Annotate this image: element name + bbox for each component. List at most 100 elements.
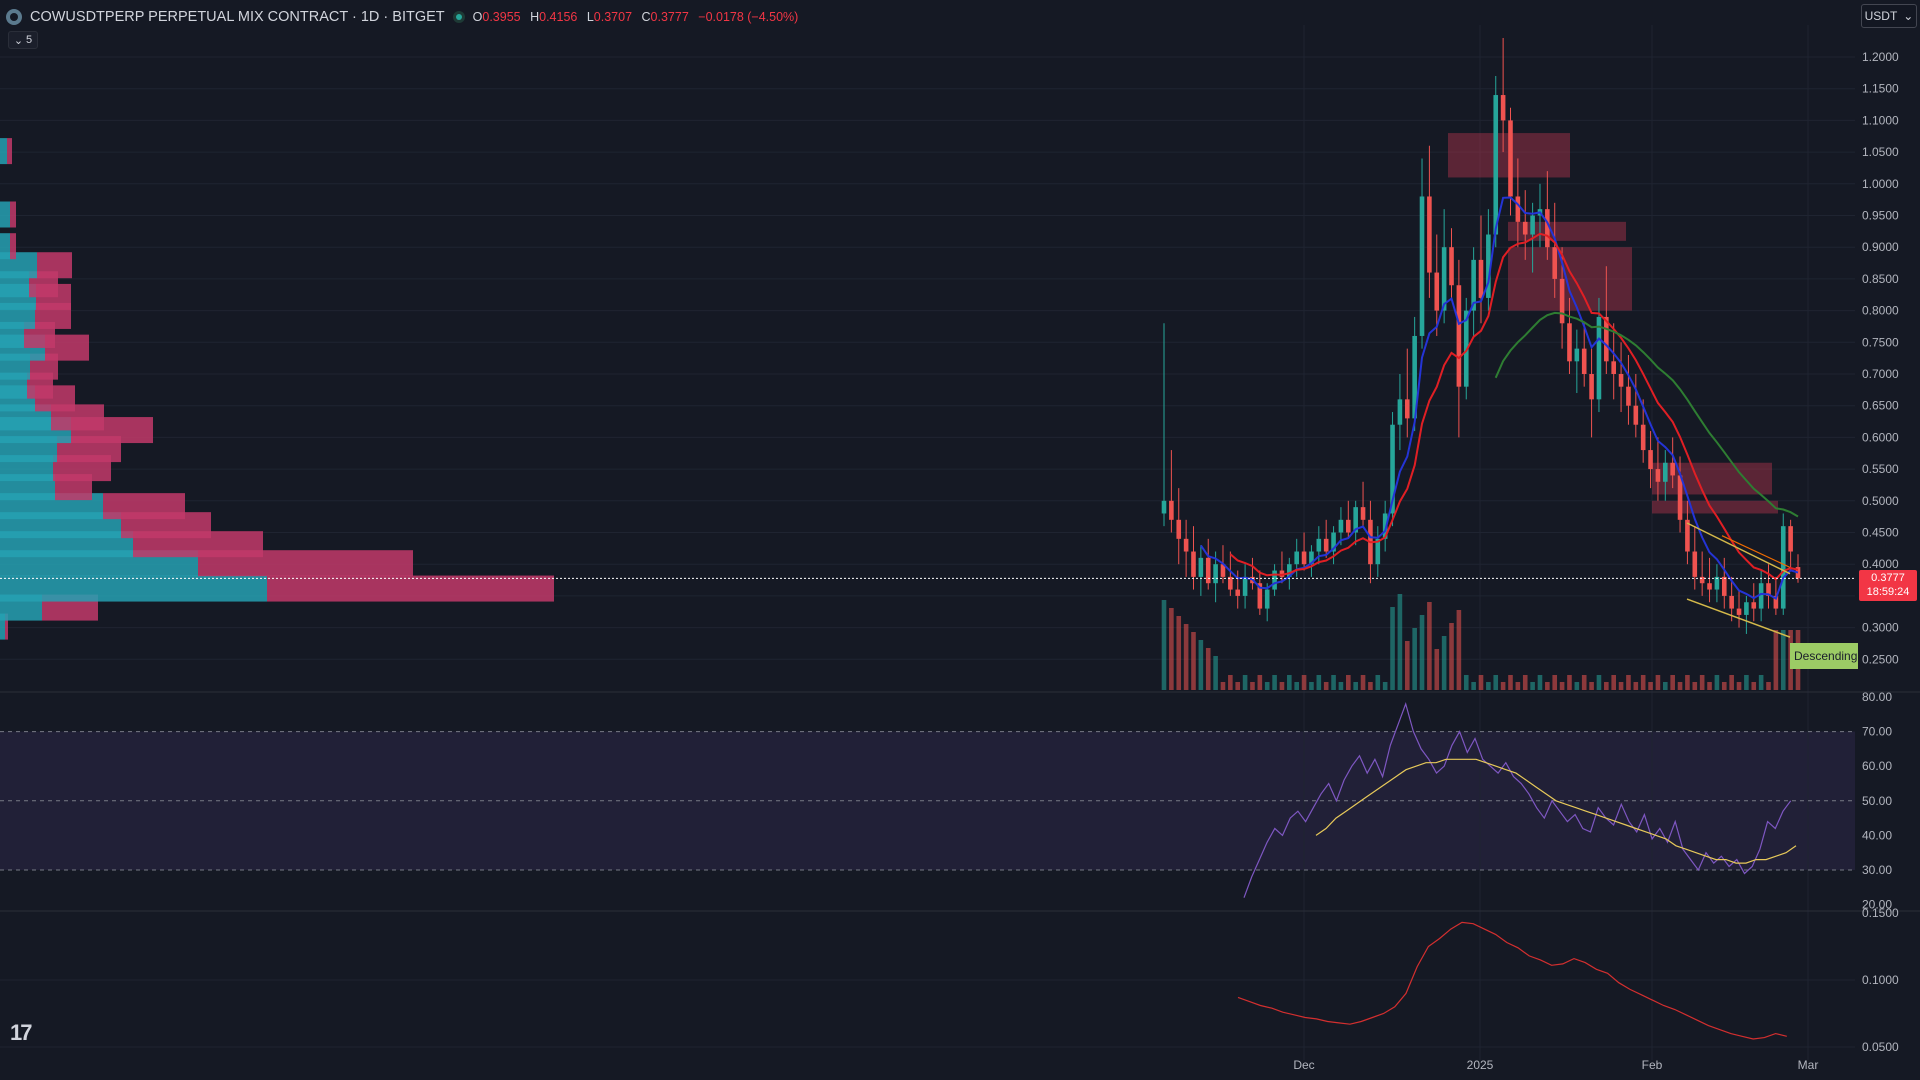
candle-body — [1323, 538, 1329, 552]
supply-zone — [1652, 500, 1778, 514]
candle-body — [1434, 272, 1440, 311]
price-tick-label: 0.8500 — [1862, 272, 1899, 286]
volume-bar — [1530, 682, 1535, 690]
candle-body — [1707, 583, 1712, 590]
candle-body — [1729, 595, 1734, 609]
pattern-label[interactable]: Descending — [1790, 643, 1858, 669]
symbol-title[interactable]: COWUSDTPERP PERPETUAL MIX CONTRACT · 1D … — [30, 9, 445, 25]
ema-mid-line — [1229, 232, 1799, 581]
volume-bar — [1471, 682, 1476, 690]
vp-bar-sell — [37, 252, 72, 279]
volume-bar — [1294, 682, 1299, 690]
volume-bar — [1611, 675, 1616, 690]
vp-bar-sell — [103, 493, 185, 520]
price-tick-label: 0.6500 — [1862, 399, 1899, 413]
market-status-icon[interactable] — [452, 11, 465, 23]
volume-bar — [1441, 636, 1447, 690]
volume-bar — [1353, 682, 1358, 690]
price-tick-label: 1.0500 — [1862, 145, 1899, 159]
candle-body — [1530, 215, 1535, 235]
third-pane — [0, 921, 1855, 1048]
third-indicator-line — [1237, 921, 1787, 1040]
price-tick-label: 0.4500 — [1862, 526, 1899, 540]
candle-body — [1441, 247, 1447, 311]
vp-bar-sell — [267, 575, 554, 602]
volume-bar — [1213, 656, 1218, 690]
rsi-tick-label: 30.00 — [1862, 863, 1892, 877]
candle-body — [1508, 120, 1513, 197]
volume-bar — [1596, 675, 1602, 690]
volume-bar — [1323, 682, 1329, 690]
close-value: 0.3777 — [650, 10, 689, 24]
candle-body — [1574, 348, 1580, 362]
volume-bar — [1780, 630, 1786, 690]
volume-bar — [1618, 682, 1624, 690]
candle-body — [1500, 95, 1506, 121]
tradingview-logo-icon[interactable]: 17 — [10, 1020, 33, 1045]
volume-bar — [1478, 675, 1484, 690]
wedge-lower-line — [1686, 598, 1791, 638]
currency-label: USDT — [1864, 9, 1898, 23]
candle-body — [1235, 589, 1241, 596]
volume-bar — [1257, 675, 1263, 690]
volume-bar — [1220, 682, 1226, 690]
price-tick-label: 0.5500 — [1862, 462, 1899, 476]
candle-body — [1294, 551, 1299, 565]
price-tick-label: 0.7000 — [1862, 367, 1899, 381]
indicator-legend-toggle[interactable]: ⌄ 5 — [8, 31, 38, 49]
low-label: L — [586, 10, 594, 24]
volume-bar — [1316, 675, 1322, 690]
candle-body — [1346, 519, 1351, 533]
price-tick-label: 0.5000 — [1862, 494, 1899, 508]
candle-body — [1714, 576, 1720, 590]
candle-body — [1279, 570, 1285, 577]
candle-body — [1264, 589, 1270, 609]
candle-body — [1316, 538, 1322, 552]
descending-wedge-drawing — [1686, 522, 1791, 638]
volume-bar — [1228, 675, 1233, 690]
volume-bar — [1368, 682, 1373, 690]
candle-body — [1478, 259, 1484, 298]
price-axis: 1.2000 1.1500 1.1000 1.0500 1.0000 0.9500 0.90… — [0, 50, 1899, 1072]
current-price-value: 0.3777 — [1871, 572, 1905, 584]
candle-body — [1176, 519, 1182, 539]
vp-bar-buy — [0, 233, 10, 260]
supply-zone — [1508, 247, 1632, 311]
volume-bar — [1272, 675, 1277, 690]
volume-bar — [1552, 675, 1558, 690]
vp-bar-sell — [5, 613, 8, 640]
candle-body — [1663, 462, 1668, 482]
rsi-tick-label: 80.00 — [1862, 690, 1892, 704]
third-tick-label: 0.1500 — [1862, 906, 1899, 920]
volume-bar — [1581, 675, 1587, 690]
time-tick-label: Mar — [1798, 1058, 1819, 1072]
vp-bar-sell — [10, 201, 16, 228]
price-tick-label: 0.4000 — [1862, 557, 1899, 571]
volume-bar — [1773, 630, 1779, 690]
candle-body — [1581, 348, 1587, 374]
candle-body — [1397, 399, 1403, 425]
volume-bar — [1766, 682, 1771, 690]
currency-select[interactable]: USDT ⌄ — [1861, 4, 1917, 28]
close-label: C — [641, 10, 651, 24]
volume-bar — [1699, 675, 1705, 690]
candle-body — [1780, 526, 1786, 609]
rsi-tick-label: 70.00 — [1862, 725, 1892, 739]
volume-bar — [1508, 675, 1513, 690]
candle-body — [1567, 323, 1572, 362]
time-tick-label: Feb — [1642, 1058, 1663, 1072]
volume-bar — [1500, 682, 1506, 690]
open-value: 0.3955 — [482, 10, 521, 24]
volume-bar — [1331, 675, 1336, 690]
wedge-upper-line — [1686, 522, 1791, 575]
indicator-count: 5 — [26, 34, 33, 46]
volume-profile — [0, 138, 554, 640]
candle-body — [1640, 424, 1646, 451]
candle-body — [1213, 564, 1218, 584]
volume-bar — [1235, 682, 1241, 690]
volume-bar — [1191, 632, 1196, 690]
volume-bar — [1589, 682, 1594, 690]
volume-bar — [1279, 682, 1285, 690]
volume-bar — [1648, 682, 1653, 690]
